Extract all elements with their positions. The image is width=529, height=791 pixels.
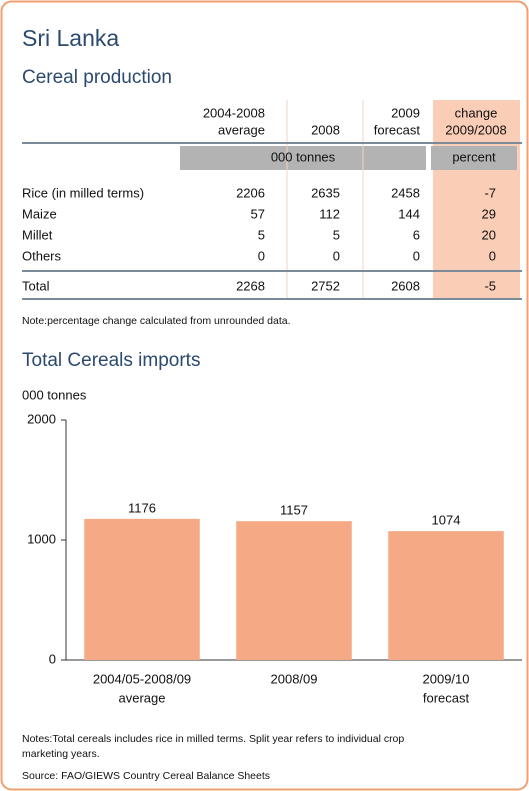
cell: 2268	[236, 278, 265, 293]
cell: -7	[484, 185, 496, 200]
y-tick-label: 2000	[27, 411, 56, 426]
data-label: 1074	[432, 513, 461, 528]
cell: 5	[333, 227, 340, 242]
cell: 0	[413, 248, 420, 263]
data-label: 1157	[280, 503, 308, 518]
units-label: percent	[452, 149, 496, 164]
cell: 144	[398, 206, 420, 221]
cell: 2635	[311, 185, 340, 200]
cell: 29	[482, 206, 496, 221]
cell: 2608	[391, 278, 420, 293]
cell: 2458	[391, 185, 420, 200]
cell: 112	[319, 206, 340, 221]
column-header: 2009/2008	[445, 122, 506, 137]
row-label: Others	[22, 248, 62, 263]
table-title: Cereal production	[22, 67, 172, 88]
page-title: Sri Lanka	[22, 25, 119, 51]
x-tick-label: 2004/05-2008/09	[93, 671, 191, 686]
bar	[236, 521, 352, 660]
column-header: 2009	[391, 105, 420, 120]
table-note: Note:percentage change calculated from u…	[22, 315, 291, 327]
cell: 57	[251, 206, 265, 221]
cell: 2752	[311, 278, 340, 293]
x-tick-label: 2008/09	[271, 671, 318, 686]
cell: -5	[484, 278, 496, 293]
chart-title: Total Cereals imports	[22, 350, 200, 371]
cell: 0	[489, 248, 496, 263]
units-bar	[431, 146, 517, 170]
cell: 0	[333, 248, 340, 263]
cell: 6	[413, 227, 420, 242]
y-axis-label: 000 tonnes	[22, 387, 87, 402]
column-header: 2008	[311, 122, 340, 137]
source: Source: FAO/GIEWS Country Cereal Balance…	[22, 770, 270, 782]
x-tick-label: average	[119, 690, 166, 705]
y-tick-label: 0	[49, 651, 56, 666]
change-column-bg	[433, 100, 520, 300]
column-header: average	[218, 122, 265, 137]
row-label: Millet	[22, 227, 53, 242]
data-label: 1176	[128, 500, 156, 515]
column-header: 2004-2008	[203, 105, 265, 120]
column-header: change	[455, 105, 498, 120]
cell: 0	[258, 248, 265, 263]
note: marketing years.	[22, 748, 100, 760]
y-tick-label: 1000	[27, 531, 56, 546]
note: Notes:Total cereals includes rice in mil…	[22, 733, 404, 745]
bar	[84, 518, 200, 660]
x-tick-label: 2009/10	[423, 671, 470, 686]
cell: 20	[482, 227, 496, 242]
cell: 2206	[236, 185, 265, 200]
x-tick-label: forecast	[423, 690, 470, 705]
row-label: Total	[22, 278, 50, 293]
bar	[388, 531, 504, 660]
units-bar	[180, 146, 426, 170]
cell: 5	[258, 227, 265, 242]
row-label: Maize	[22, 206, 57, 221]
units-label: 000 tonnes	[271, 149, 336, 164]
row-label: Rice (in milled terms)	[22, 185, 144, 200]
column-header: forecast	[374, 122, 421, 137]
